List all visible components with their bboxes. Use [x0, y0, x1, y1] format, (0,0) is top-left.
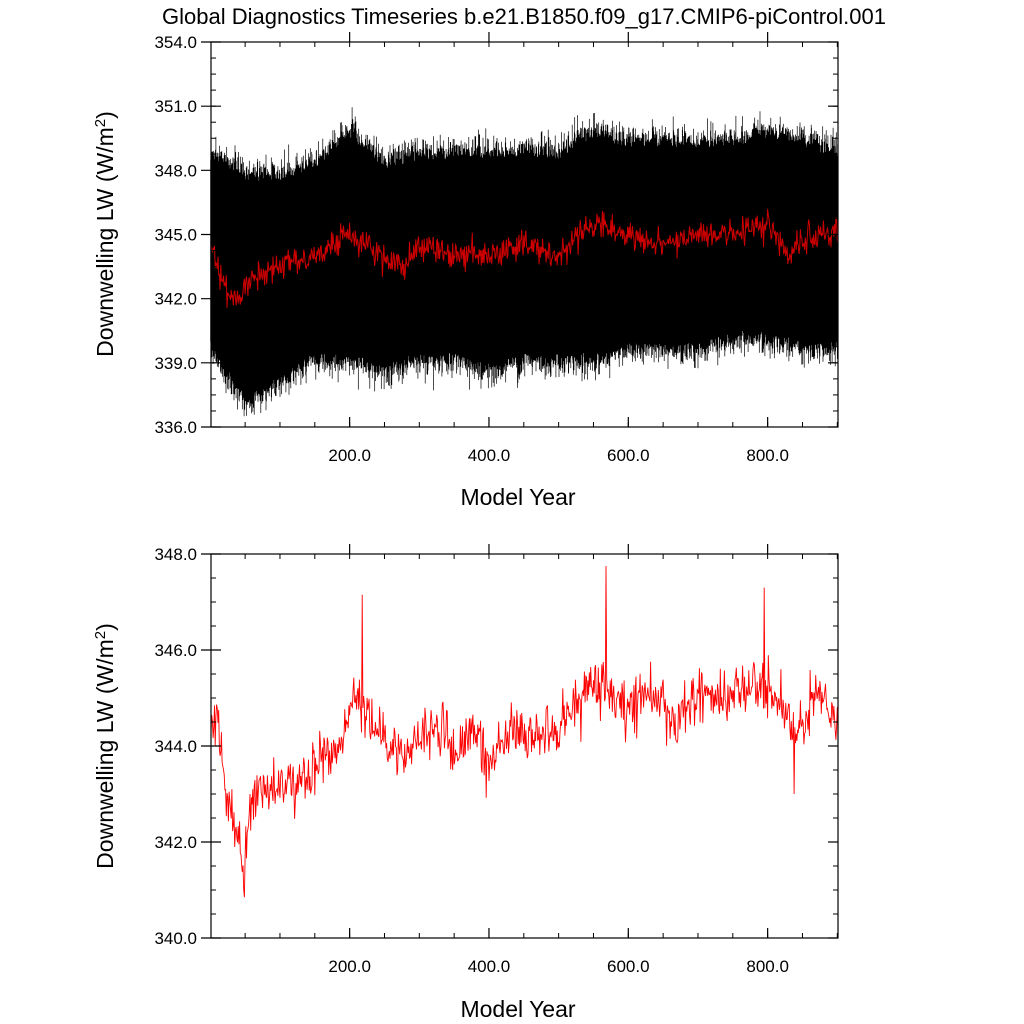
x-tick-label: 400.0	[468, 446, 511, 465]
annual-line-bottom	[210, 565, 839, 898]
ticks-bottom: 340.0 342.0 344.0 346.0 348.0 200.0 400.0 600.0…	[154, 544, 838, 976]
x-tick-label: 600.0	[607, 446, 650, 465]
y-tick-label: 342.0	[154, 290, 197, 309]
y-axis-label-top: Downwelling LW (W/m2)	[92, 111, 119, 357]
annual-mean-line-top	[210, 208, 839, 308]
y-tick-label: 346.0	[154, 641, 197, 660]
y-tick-label: 351.0	[154, 97, 197, 116]
chart-panel-bottom: 340.0 342.0 344.0 346.0 348.0 200.0 400.0 600.0…	[92, 544, 839, 1022]
figure-title: Global Diagnostics Timeseries b.e21.B185…	[162, 4, 886, 29]
x-axis-label-bottom: Model Year	[460, 996, 575, 1022]
y-tick-label: 348.0	[154, 161, 197, 180]
x-axis-label-top: Model Year	[460, 484, 575, 510]
y-tick-label: 342.0	[154, 833, 197, 852]
y-tick-label: 340.0	[154, 929, 197, 948]
y-tick-label: 354.0	[154, 33, 197, 52]
ticks-top: 336.0 339.0 342.0 345.0 348.0 351.0 354.0 200.0…	[154, 32, 838, 465]
y-tick-label: 344.0	[154, 737, 197, 756]
y-tick-label: 348.0	[154, 545, 197, 564]
monthly-spikes-top	[210, 107, 839, 417]
plot-frame-bottom	[210, 553, 839, 939]
x-tick-label: 400.0	[468, 957, 511, 976]
y-tick-label: 339.0	[154, 354, 197, 373]
y-tick-label: 345.0	[154, 226, 197, 245]
annual-mean-line-bottom	[210, 565, 839, 898]
x-tick-label: 800.0	[746, 957, 789, 976]
x-tick-label: 200.0	[328, 957, 371, 976]
y-axis-label-bottom: Downwelling LW (W/m2)	[92, 623, 119, 869]
x-tick-label: 600.0	[607, 957, 650, 976]
x-tick-label: 200.0	[328, 446, 371, 465]
chart-panel-top: 336.0 339.0 342.0 345.0 348.0 351.0 354.0 200.0…	[92, 32, 839, 510]
x-tick-label: 800.0	[746, 446, 789, 465]
y-tick-label: 336.0	[154, 418, 197, 437]
annual-line-top	[210, 208, 839, 308]
